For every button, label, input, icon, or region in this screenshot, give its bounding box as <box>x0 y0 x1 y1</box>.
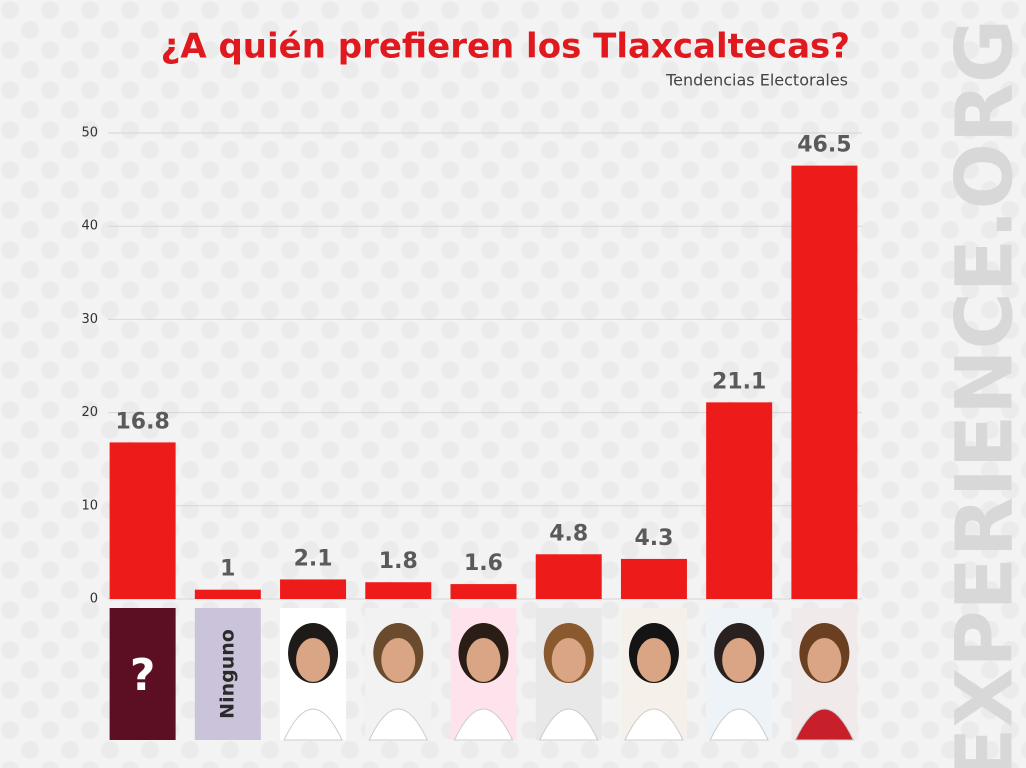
bar <box>194 589 261 599</box>
candidate-face <box>381 638 416 682</box>
candidate-shirt <box>538 708 599 741</box>
candidate-face <box>636 638 671 682</box>
value-label: 1.6 <box>464 551 503 576</box>
x-tick-label: Ninguno <box>216 629 238 719</box>
value-label: 2.1 <box>294 546 333 571</box>
bar <box>365 582 432 599</box>
y-tick-label: 30 <box>81 312 98 327</box>
candidate-shirt <box>283 708 343 741</box>
bar <box>109 442 176 599</box>
value-label: 46.5 <box>797 133 851 158</box>
bar <box>280 579 347 599</box>
candidate-face <box>807 638 842 682</box>
category-tile <box>109 608 176 740</box>
bar <box>706 402 773 599</box>
value-label: 4.3 <box>634 526 673 551</box>
value-label: 1 <box>220 557 235 582</box>
bar <box>791 165 858 599</box>
candidate-face <box>296 638 331 682</box>
candidate-shirt <box>368 708 429 741</box>
watermark: EXPERIENCE.ORG <box>940 19 1026 768</box>
candidate-face <box>722 638 757 682</box>
candidate-shirt <box>624 708 684 741</box>
value-label: 1.8 <box>379 549 418 574</box>
y-tick-label: 20 <box>81 405 98 420</box>
x-tick-label: ? <box>130 650 156 701</box>
bar <box>450 584 517 599</box>
candidate-shirt <box>794 708 855 741</box>
value-label: 4.8 <box>549 521 588 546</box>
y-tick-label: 0 <box>90 592 98 607</box>
value-label: 21.1 <box>712 369 766 394</box>
y-tick-label: 50 <box>81 126 98 141</box>
candidate-face <box>466 638 501 682</box>
y-tick-label: 40 <box>81 219 98 234</box>
chart-subtitle: Tendencias Electorales <box>665 71 848 90</box>
category-tile <box>194 608 261 740</box>
chart-title: ¿A quién prefieren los Tlaxcaltecas? <box>161 27 850 67</box>
candidate-shirt <box>453 708 514 741</box>
candidate-shirt <box>709 708 769 741</box>
value-label: 16.8 <box>115 409 169 434</box>
bar <box>535 554 602 599</box>
y-tick-label: 10 <box>81 498 98 513</box>
candidate-face <box>551 638 586 682</box>
bar <box>620 558 687 599</box>
